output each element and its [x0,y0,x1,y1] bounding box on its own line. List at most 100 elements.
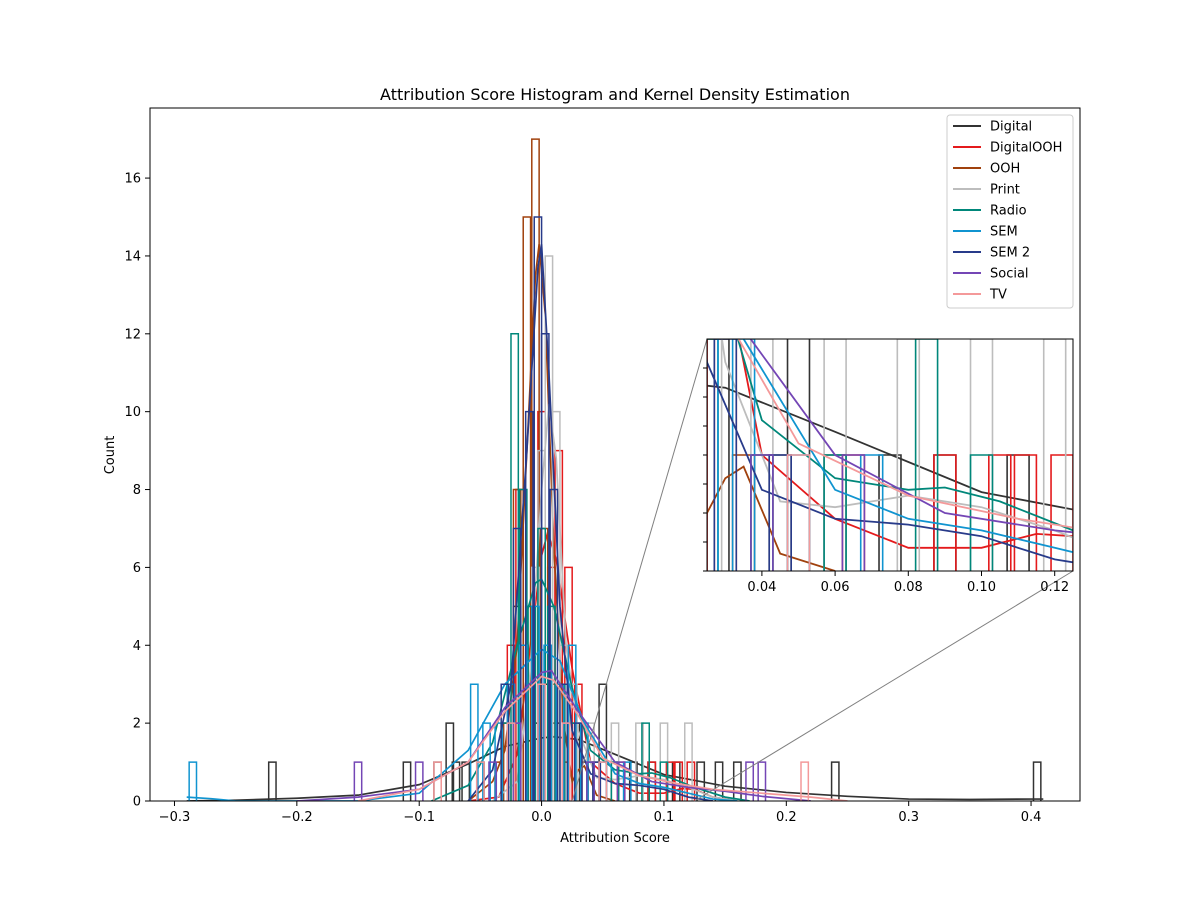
inset-kde-line-radio [736,339,1073,532]
inset-zoom-plot: 0.04 0.06 0.08 0.10 0.12 [703,338,1074,595]
hist-bar-tv-6 [800,761,810,801]
y-tick-label: 4 [133,639,141,654]
y-tick-label: 0 [133,795,141,810]
kde-line-sem-2 [467,244,714,801]
y-tick-label: 6 [133,561,141,576]
hist-bar-sem-2-1 [512,527,522,801]
inset-x-tick-label: 0.12 [1040,580,1069,595]
hist-bar-tv-3 [537,683,546,801]
hist-bar-print-10 [684,722,693,801]
inset-hist-bar-social-6 [750,454,774,571]
inset-hist-bar-digitalooh-13 [1050,454,1073,571]
main-plot-area: −0.3 −0.2 −0.1 0.0 0.1 0.2 0.3 0.4 0 2 4 6 8 10 12 14 16 [124,107,1081,825]
x-tick-label: 0.4 [1021,810,1042,825]
hist-bar-social-8 [745,761,755,801]
hist-bar-digitalooh-12 [674,761,684,801]
hist-bar-sem-12 [622,761,632,801]
y-tick-label: 8 [133,483,141,498]
y-tick-label: 12 [124,327,141,342]
inset-hist-bar-radio-10 [914,339,939,571]
hist-bar-sem-7 [543,644,553,801]
hist-bar-sem-2-7 [573,722,583,801]
connector-line-left [571,338,708,802]
inset-kde-line-digitalooh [738,339,1073,549]
legend-label-sem-2: SEM 2 [990,246,1030,261]
inset-hist-bar-print-10 [1042,339,1067,571]
y-tick-label: 2 [133,717,141,732]
inset-hist-bar-digitalooh-12 [1013,454,1038,571]
inset-hist-bar-tv-5 [786,454,811,571]
legend-label-tv: TV [989,288,1007,303]
hist-bar-sem-6 [531,605,540,801]
hist-bar-social-2 [488,761,498,801]
inset-kde-line-sem-2 [707,353,1073,564]
x-tick-label: −0.1 [403,810,435,825]
hist-bar-social-1 [414,761,424,801]
inset-hist-bar-sem-12 [859,454,884,571]
hist-bar-digital-16 [598,683,608,801]
inset-hist-bar-sem-2-8 [768,454,792,571]
hist-bar-ooh-4 [531,138,540,801]
hist-bar-social-9 [757,761,767,801]
hist-bar-digital-25 [1032,761,1042,801]
hist-bar-sem-1 [469,683,479,801]
hist-bar-sem-2-8 [592,761,602,801]
legend-label-radio: Radio [990,204,1027,219]
inset-hist-bar-sem-2-7 [713,339,738,571]
inset-kde-line-digital [707,384,1073,511]
inset-kde-line-tv [737,339,1073,529]
plot-frame [149,107,1081,802]
hist-bar-tv-5 [598,761,608,801]
inset-x-tick-label: 0.08 [894,580,923,595]
hist-bar-tv-2 [506,722,516,801]
inset-x-tick-label: 0.06 [821,580,850,595]
hist-bar-sem-2-6 [559,683,569,801]
hist-bar-digital-0 [267,761,277,801]
connector-line-right [694,570,1074,802]
hist-bar-digitalooh-13 [686,761,696,801]
y-axis-label: Count [103,436,118,475]
inset-hist-bar-social-7 [841,454,866,571]
legend-label-ooh: OOH [990,162,1020,177]
inset-kde-line-print [721,339,1073,539]
inset-hist-bar-digital-16 [786,339,811,571]
hist-bar-sem-0 [188,761,198,801]
legend-label-sem: SEM [990,225,1018,240]
x-axis-label: Attribution Score [560,831,670,846]
hist-bar-social-6 [586,761,595,801]
plot-content [186,138,1044,801]
hist-bar-sem-2-0 [500,683,510,801]
legend-label-digitalooh: DigitalOOH [990,141,1062,156]
x-tick-label: −0.2 [281,810,313,825]
y-tick-label: 14 [124,249,141,264]
x-tick-label: 0.3 [898,810,919,825]
hist-bar-social-7 [616,761,626,801]
hist-bar-digital-24 [830,761,840,801]
inset-x-tick-label: 0.04 [747,580,776,595]
legend-label-social: Social [990,267,1029,282]
x-tick-label: 0.2 [776,810,797,825]
x-tick-label: 0.0 [531,810,552,825]
legend-box [946,114,1074,309]
hist-bar-radio-10 [641,722,651,801]
hist-bar-social-3 [512,722,522,801]
kde-line-digital [186,735,1044,801]
legend: Digital DigitalOOH OOH Print Radio SEM SEM 2 So… [946,114,1074,309]
inset-content [707,339,1073,571]
legend-label-digital: Digital [990,120,1032,135]
inset-x-tick-label: 0.10 [967,580,996,595]
hist-bar-radio-5 [546,605,556,801]
y-tick-label: 16 [124,172,141,187]
inset-hist-bar-digitalooh-10 [933,454,957,571]
hist-bar-tv-4 [561,722,571,801]
hist-bar-tv-1 [475,761,485,801]
hist-bar-social-0 [353,761,363,801]
hist-bar-digital-22 [714,761,724,801]
y-tick-label: 10 [124,405,141,420]
inset-kde-line-sem [742,339,1073,554]
hist-bar-print-8 [635,722,644,801]
inset-hist-bar-print-8 [896,339,921,571]
x-tick-label: −0.3 [159,810,191,825]
